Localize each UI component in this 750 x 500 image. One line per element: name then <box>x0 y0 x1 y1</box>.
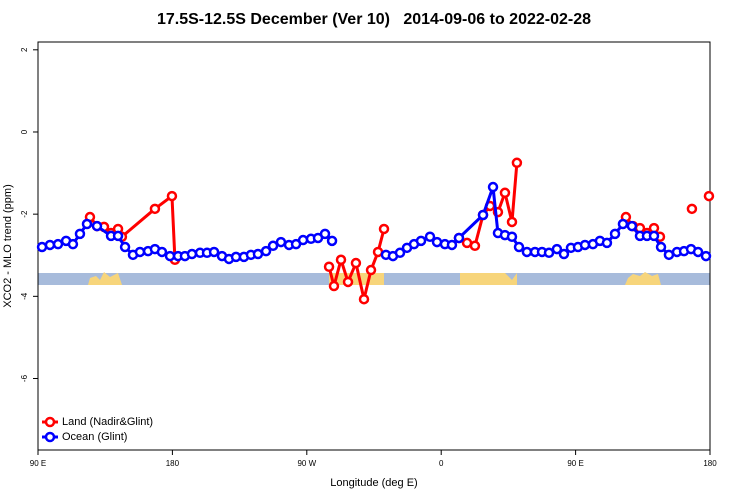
data-point <box>692 246 704 258</box>
y-tick-label: -4 <box>20 292 29 300</box>
y-axis-label: XCO2 - MLO trend (ppm) <box>2 184 14 307</box>
data-point <box>686 203 698 215</box>
data-point <box>297 234 309 246</box>
data-point <box>513 241 525 253</box>
land-strip <box>625 272 661 285</box>
y-tick-label: 0 <box>20 129 29 134</box>
data-point <box>67 238 79 250</box>
data-point <box>506 216 518 228</box>
data-point <box>521 246 533 258</box>
data-point <box>558 248 570 260</box>
data-point <box>208 246 220 258</box>
data-point <box>44 239 56 251</box>
land-strip <box>460 273 517 285</box>
land-strip <box>329 273 384 285</box>
data-point <box>700 250 712 262</box>
data-point <box>81 218 93 230</box>
legend-label: Ocean (Glint) <box>62 431 127 443</box>
y-tick-label: 2 <box>20 47 29 52</box>
land-ocean-strip <box>38 272 710 285</box>
legend-label: Land (Nadir&Glint) <box>62 416 153 428</box>
data-point <box>323 261 335 272</box>
data-point <box>487 181 499 193</box>
data-point <box>543 247 555 259</box>
legend-marker <box>44 431 56 443</box>
data-point <box>319 228 331 240</box>
x-tick-label: 180 <box>166 459 180 468</box>
data-point <box>617 218 629 230</box>
data-point <box>609 228 621 240</box>
x-tick-label: 180 <box>703 459 717 468</box>
data-point <box>326 235 338 247</box>
data-point <box>91 220 103 232</box>
data-point <box>415 235 427 247</box>
data-point <box>499 187 511 199</box>
data-point <box>446 239 458 251</box>
data-point <box>477 209 489 221</box>
data-point <box>358 293 370 305</box>
data-point <box>703 190 715 202</box>
data-point <box>164 250 176 262</box>
y-tick-label: -6 <box>20 374 29 382</box>
data-point <box>74 228 86 240</box>
data-point <box>655 241 667 253</box>
data-point <box>350 257 362 269</box>
chart-title: 17.5S-12.5S December (Ver 10) 2014-09-06… <box>157 11 591 28</box>
data-point <box>648 230 660 242</box>
data-point <box>328 280 340 292</box>
x-tick-label: 90 E <box>30 459 46 468</box>
data-point <box>394 247 406 259</box>
data-point <box>663 249 675 261</box>
data-point <box>52 238 64 250</box>
data-point <box>134 246 146 258</box>
x-axis-label: Longitude (deg E) <box>330 477 417 489</box>
data-point <box>626 220 638 232</box>
data-point <box>275 236 287 248</box>
data-point <box>112 230 124 242</box>
data-point <box>166 190 178 202</box>
x-tick-label: 90 E <box>567 459 583 468</box>
y-tick-label: -2 <box>20 210 29 218</box>
x-tick-label: 90 W <box>297 459 316 468</box>
data-point <box>335 254 347 266</box>
data-point <box>186 248 198 260</box>
data-point <box>424 231 436 243</box>
legend-marker <box>44 416 56 428</box>
data-point <box>551 243 563 255</box>
data-point <box>469 240 481 252</box>
data-point <box>365 264 377 276</box>
data-point <box>267 240 279 252</box>
data-point <box>260 245 272 257</box>
data-point <box>453 232 465 244</box>
data-point <box>378 223 390 235</box>
x-tick-label: 0 <box>439 459 444 468</box>
data-point <box>506 231 518 243</box>
data-point <box>156 246 168 258</box>
data-point <box>342 276 354 288</box>
data-point <box>149 203 161 215</box>
data-point <box>119 241 131 253</box>
data-point <box>601 237 613 249</box>
data-point <box>511 157 523 169</box>
land-strip <box>88 272 122 285</box>
data-point <box>252 248 264 260</box>
